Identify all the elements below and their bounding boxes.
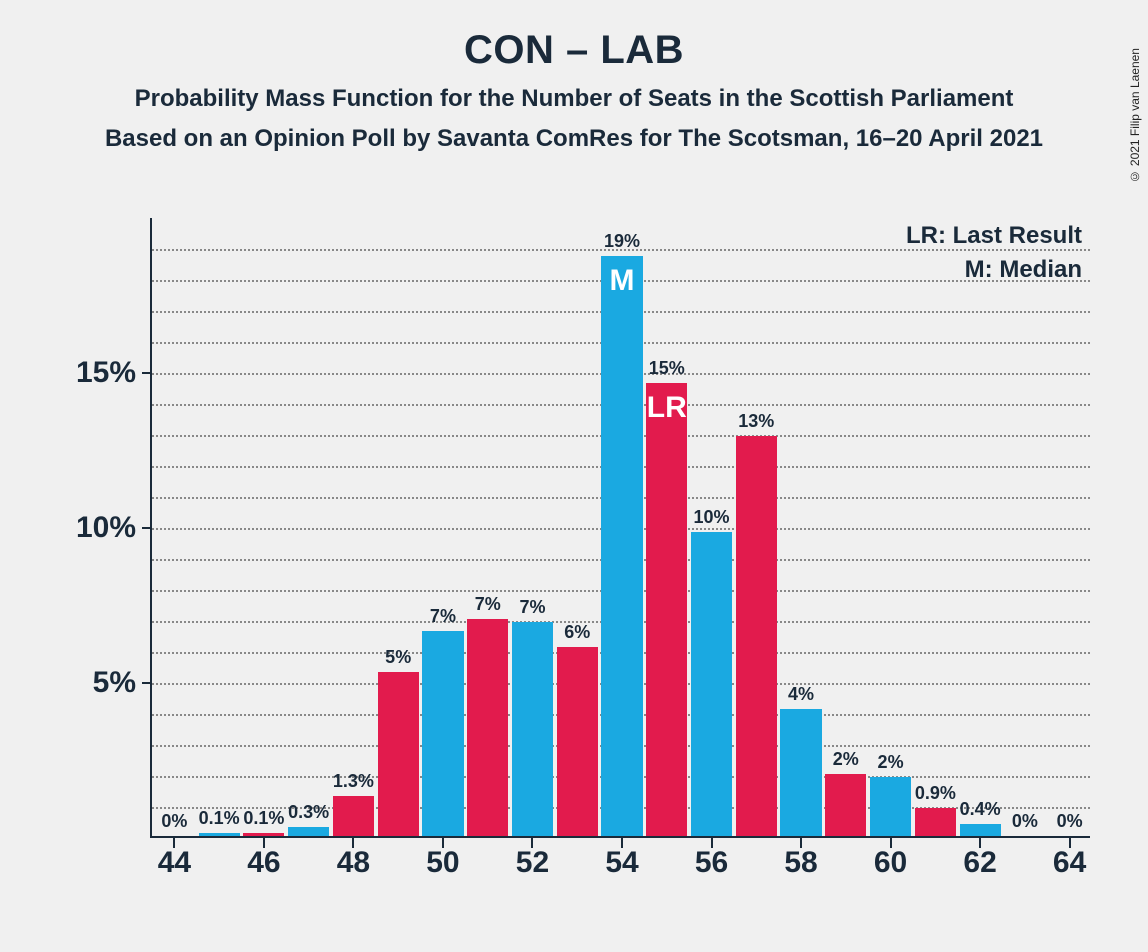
- bar: [467, 619, 508, 836]
- x-tick-mark: [621, 838, 623, 848]
- y-axis-label: 5%: [56, 666, 136, 700]
- bar: [870, 777, 911, 836]
- bar: [512, 622, 553, 836]
- bar-value-label: 0.1%: [243, 808, 284, 829]
- bar-inner-label: LR: [647, 391, 687, 425]
- x-tick-mark: [531, 838, 533, 848]
- x-axis-label: 56: [695, 846, 728, 880]
- bar-value-label: 0%: [1012, 811, 1038, 832]
- x-axis-label: 60: [874, 846, 907, 880]
- y-axis-label: 10%: [56, 511, 136, 545]
- bar: [422, 631, 463, 836]
- x-tick-mark: [442, 838, 444, 848]
- copyright-text: © 2021 Filip van Laenen: [1128, 48, 1142, 183]
- bar-inner-label: M: [610, 264, 635, 298]
- bar: [601, 256, 642, 836]
- bar: [691, 532, 732, 836]
- legend-last-result: LR: Last Result: [906, 222, 1082, 250]
- chart-container: LR: Last Result M: Median 5%10%15%444648…: [60, 218, 1100, 898]
- y-tick-mark: [142, 527, 152, 529]
- x-axis-label: 50: [426, 846, 459, 880]
- bar: [825, 774, 866, 836]
- bar-value-label: 1.3%: [333, 771, 374, 792]
- bar-value-label: 2%: [833, 749, 859, 770]
- plot-area: LR: Last Result M: Median 5%10%15%444648…: [150, 218, 1090, 838]
- x-axis-label: 54: [605, 846, 638, 880]
- bar: [288, 827, 329, 836]
- bar: [646, 383, 687, 836]
- bar-value-label: 5%: [385, 647, 411, 668]
- bar: [378, 672, 419, 836]
- chart-subtitle-1: Probability Mass Function for the Number…: [0, 85, 1148, 113]
- bar-value-label: 10%: [694, 507, 730, 528]
- x-tick-mark: [352, 838, 354, 848]
- bar-value-label: 13%: [738, 411, 774, 432]
- bar-value-label: 7%: [519, 597, 545, 618]
- bar-value-label: 4%: [788, 684, 814, 705]
- y-tick-mark: [142, 682, 152, 684]
- bar: [199, 833, 240, 836]
- bar: [333, 796, 374, 836]
- x-axis-label: 48: [337, 846, 370, 880]
- x-tick-mark: [979, 838, 981, 848]
- x-tick-mark: [800, 838, 802, 848]
- x-tick-mark: [263, 838, 265, 848]
- bar-value-label: 0.4%: [960, 799, 1001, 820]
- bar-value-label: 7%: [475, 594, 501, 615]
- bar: [960, 824, 1001, 836]
- x-axis-label: 44: [158, 846, 191, 880]
- y-tick-mark: [142, 372, 152, 374]
- x-axis-label: 52: [516, 846, 549, 880]
- chart-subtitle-2: Based on an Opinion Poll by Savanta ComR…: [0, 125, 1148, 153]
- chart-title: CON – LAB: [0, 28, 1148, 73]
- bar: [243, 833, 284, 836]
- bar: [780, 709, 821, 836]
- x-tick-mark: [711, 838, 713, 848]
- bar-value-label: 7%: [430, 606, 456, 627]
- x-tick-mark: [173, 838, 175, 848]
- bar: [915, 808, 956, 836]
- bar-value-label: 0%: [161, 811, 187, 832]
- bar: [736, 436, 777, 836]
- x-axis-label: 58: [784, 846, 817, 880]
- x-tick-mark: [890, 838, 892, 848]
- bar-value-label: 19%: [604, 231, 640, 252]
- bar: [557, 647, 598, 836]
- bar-value-label: 0.9%: [915, 783, 956, 804]
- y-axis-label: 15%: [56, 356, 136, 390]
- x-axis-label: 46: [247, 846, 280, 880]
- bar-value-label: 6%: [564, 622, 590, 643]
- bar-value-label: 2%: [878, 752, 904, 773]
- bar-value-label: 15%: [649, 358, 685, 379]
- bar-value-label: 0.1%: [199, 808, 240, 829]
- bar-value-label: 0%: [1057, 811, 1083, 832]
- x-axis-label: 62: [963, 846, 996, 880]
- x-tick-mark: [1069, 838, 1071, 848]
- x-axis-label: 64: [1053, 846, 1086, 880]
- bar-value-label: 0.3%: [288, 802, 329, 823]
